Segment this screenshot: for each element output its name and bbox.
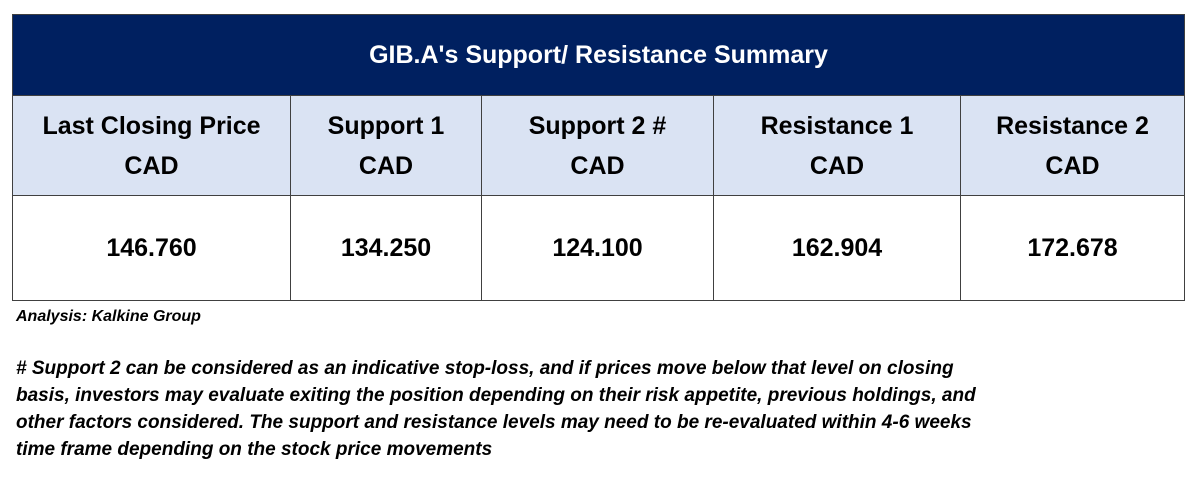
header-label: Resistance 1 — [760, 111, 914, 140]
table-title: GIB.A's Support/ Resistance Summary — [11, 14, 1186, 96]
header-unit: CAD — [358, 151, 414, 180]
header-label: Support 2 # — [528, 111, 667, 140]
header-cell: Support 1 CAD — [290, 95, 482, 196]
footnote-line: # Support 2 can be considered as an indi… — [16, 358, 954, 379]
footnote-line: time frame depending on the stock price … — [16, 439, 493, 460]
header-cell: Last Closing Price CAD — [12, 95, 291, 196]
source: Analysis: Kalkine Group — [16, 308, 201, 325]
footnote: # Support 2 can be considered as an indi… — [16, 355, 976, 463]
header-unit: CAD — [570, 151, 625, 180]
summary-table: GIB.A's Support/ Resistance Summary Last… — [11, 14, 1186, 301]
header-cell: Support 2 # CAD — [481, 95, 714, 196]
value-cell: 134.250 — [290, 195, 482, 301]
value-cell: 146.760 — [12, 195, 291, 301]
value-cell: 162.904 — [713, 195, 961, 301]
header-unit: CAD — [1045, 151, 1100, 180]
header-cell: Resistance 1 CAD — [713, 95, 961, 196]
header-label: Support 1 — [327, 111, 445, 140]
value-cell: 172.678 — [959, 195, 1186, 301]
header-unit: CAD — [809, 151, 865, 180]
value-cell: 124.100 — [481, 195, 714, 301]
header-cell: Resistance 2 CAD — [959, 95, 1186, 196]
footnote-line: other factors considered. The support an… — [16, 412, 972, 433]
footnote-line: basis, investors may evaluate exiting th… — [16, 385, 976, 406]
header-row: Last Closing Price CAD Support 1 CAD Support… — [12, 95, 1186, 196]
header-unit: CAD — [124, 151, 179, 180]
value-row: 146.760 134.250 124.100 162.904 172.678 — [12, 195, 1186, 301]
header-label: Resistance 2 — [996, 111, 1149, 140]
header-label: Last Closing Price — [42, 111, 261, 140]
